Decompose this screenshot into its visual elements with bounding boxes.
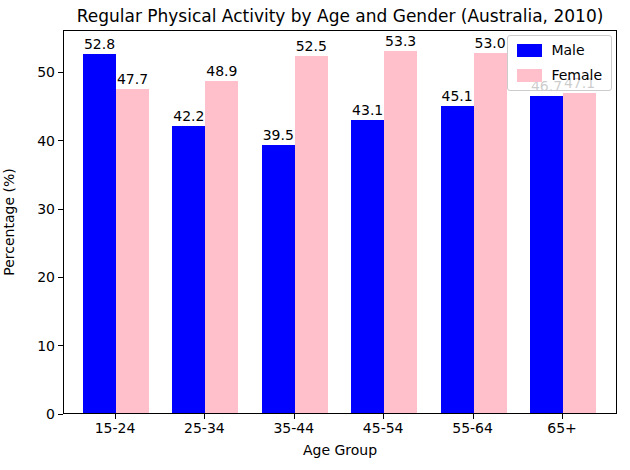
bar-value-label: 53.3 <box>385 34 416 48</box>
bar-value-label: 48.9 <box>206 64 237 78</box>
x-axis-label: Age Group <box>63 442 617 458</box>
bar-male-45-54 <box>351 120 384 413</box>
x-axis-tick <box>562 414 563 419</box>
x-axis-tick <box>294 414 295 419</box>
bar-female-25-34 <box>205 81 238 413</box>
legend-entry-female: Female <box>517 68 602 83</box>
legend-swatch-female <box>517 69 542 82</box>
legend-swatch-male <box>517 44 542 57</box>
chart-title: Regular Physical Activity by Age and Gen… <box>63 6 617 26</box>
bar-value-label: 53.0 <box>475 36 506 50</box>
bar-value-label: 45.1 <box>442 89 473 103</box>
bar-female-45-54 <box>384 51 417 413</box>
x-axis-tick <box>473 414 474 419</box>
bar-female-55-64 <box>474 53 507 413</box>
bar-male-35-44 <box>262 145 295 413</box>
bar-female-35-44 <box>295 56 328 413</box>
y-axis-tick-label: 10 <box>0 338 55 354</box>
x-axis-tick <box>115 414 116 419</box>
figure: Regular Physical Activity by Age and Gen… <box>0 0 630 470</box>
bar-male-25-34 <box>172 126 205 413</box>
bar-female-65+ <box>563 93 596 413</box>
x-axis-tick-label: 25-34 <box>184 420 225 436</box>
x-axis-tick-label: 65+ <box>547 420 577 436</box>
bar-male-15-24 <box>83 54 116 413</box>
y-axis-tick-label: 30 <box>0 201 55 217</box>
legend: Male Female <box>507 35 612 91</box>
bar-value-label: 39.5 <box>263 128 294 142</box>
y-axis-tick-label: 0 <box>0 406 55 422</box>
x-axis-tick-label: 15-24 <box>95 420 136 436</box>
y-axis-tick-label: 40 <box>0 133 55 149</box>
bar-value-label: 42.2 <box>173 109 204 123</box>
x-axis-tick-label: 35-44 <box>273 420 314 436</box>
y-axis-tick-label: 20 <box>0 269 55 285</box>
bar-value-label: 52.5 <box>296 39 327 53</box>
x-axis-tick <box>383 414 384 419</box>
legend-label: Male <box>551 43 584 58</box>
legend-entry-male: Male <box>517 43 602 58</box>
bar-value-label: 52.8 <box>84 37 115 51</box>
bar-male-65+ <box>530 96 563 413</box>
y-axis-label: Percentage (%) <box>1 168 17 275</box>
y-axis-tick-label: 50 <box>0 64 55 80</box>
bar-male-55-64 <box>441 106 474 413</box>
bar-value-label: 43.1 <box>352 103 383 117</box>
x-axis-tick-label: 55-64 <box>452 420 493 436</box>
legend-label: Female <box>551 68 602 83</box>
plot-area: MaleFemale 52.842.239.543.145.146.747.74… <box>63 30 617 414</box>
bar-value-label: 47.7 <box>117 72 148 86</box>
bar-female-15-24 <box>116 89 149 413</box>
x-axis-tick-label: 45-54 <box>363 420 404 436</box>
x-axis-tick <box>204 414 205 419</box>
